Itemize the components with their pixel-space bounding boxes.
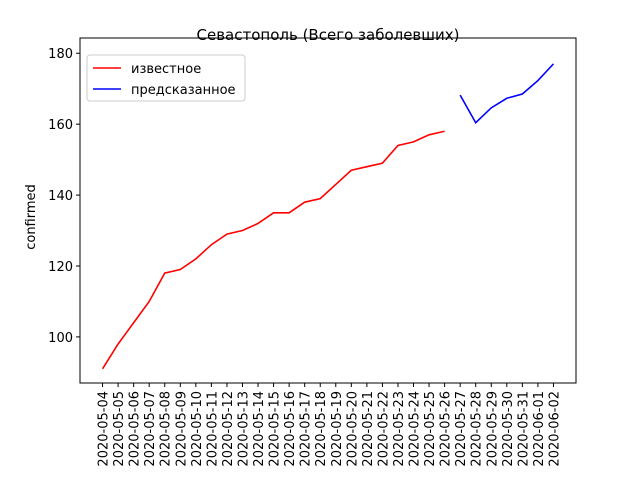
y-tick-label: 140 xyxy=(48,189,73,204)
x-tick-label: 2020-05-21 xyxy=(361,391,376,467)
x-tick-label: 2020-05-24 xyxy=(408,391,423,467)
x-tick-label: 2020-05-11 xyxy=(205,391,220,467)
x-tick-label: 2020-05-16 xyxy=(283,391,298,467)
x-tick-label: 2020-06-01 xyxy=(532,391,547,467)
x-tick-label: 2020-05-08 xyxy=(159,391,174,467)
x-tick-label: 2020-05-10 xyxy=(190,391,205,467)
y-tick-label: 160 xyxy=(48,118,73,133)
legend-label: предсказанное xyxy=(131,83,236,98)
x-tick-label: 2020-05-26 xyxy=(439,391,454,467)
x-tick-label: 2020-05-27 xyxy=(454,391,469,467)
x-tick-label: 2020-05-20 xyxy=(345,391,360,467)
x-tick-label: 2020-05-07 xyxy=(143,391,158,467)
x-tick-label: 2020-05-19 xyxy=(330,391,345,467)
x-tick-label: 2020-05-28 xyxy=(470,391,485,467)
x-tick-label: 2020-05-05 xyxy=(112,391,127,467)
y-tick-label: 100 xyxy=(48,331,73,346)
x-tick-label: 2020-05-15 xyxy=(268,391,283,467)
x-tick-label: 2020-05-29 xyxy=(485,391,500,467)
legend-label: известное xyxy=(131,62,201,77)
x-tick-label: 2020-05-31 xyxy=(516,391,531,467)
y-tick-label: 120 xyxy=(48,260,73,275)
x-tick-label: 2020-05-04 xyxy=(97,391,112,467)
series-line xyxy=(101,130,445,370)
x-tick-label: 2020-05-30 xyxy=(501,391,516,467)
x-tick-label: 2020-05-23 xyxy=(392,391,407,467)
chart-title: Севастополь (Всего заболевших) xyxy=(197,26,460,44)
x-tick-label: 2020-05-25 xyxy=(423,391,438,467)
x-tick-label: 2020-05-22 xyxy=(376,391,391,467)
x-tick-label: 2020-05-12 xyxy=(221,391,236,467)
x-tick-label: 2020-05-09 xyxy=(174,391,189,467)
series-line xyxy=(459,63,555,125)
y-tick-label: 180 xyxy=(48,47,73,62)
y-axis-label: confirmed xyxy=(24,184,39,250)
plot-frame xyxy=(79,37,577,384)
legend-box xyxy=(86,54,246,102)
x-tick-label: 2020-05-17 xyxy=(299,391,314,467)
x-tick-label: 2020-05-14 xyxy=(252,391,267,467)
x-tick-label: 2020-06-02 xyxy=(547,391,562,467)
x-tick-label: 2020-05-18 xyxy=(314,391,329,467)
x-tick-label: 2020-05-13 xyxy=(236,391,251,467)
x-tick-label: 2020-05-06 xyxy=(128,391,143,467)
